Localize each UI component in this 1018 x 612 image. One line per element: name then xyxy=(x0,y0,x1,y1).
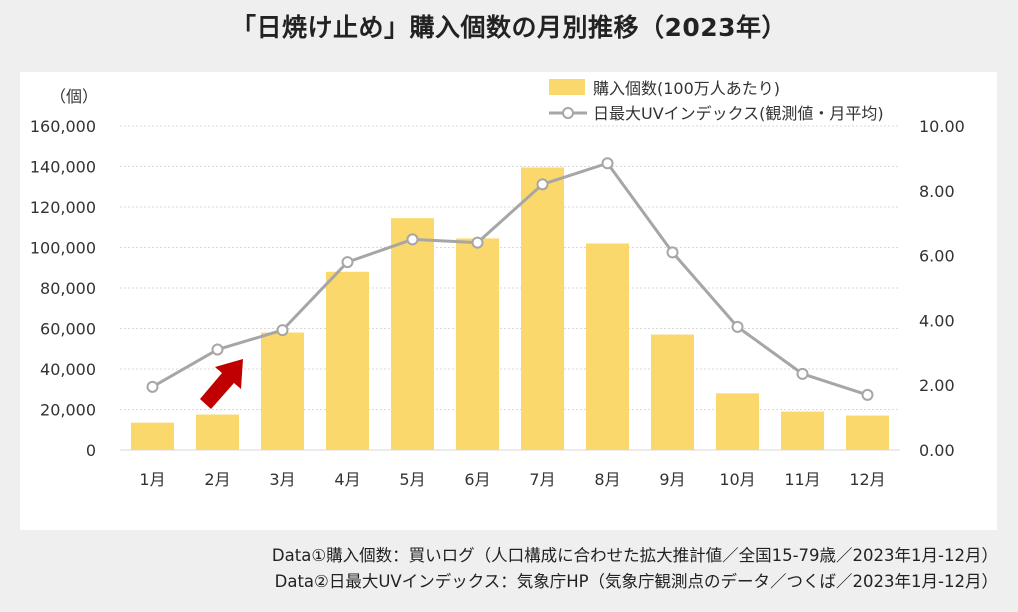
bar-series xyxy=(131,167,889,450)
legend-label-line: 日最大UVインデックス(観測値・月平均) xyxy=(593,104,884,123)
bar xyxy=(521,167,564,450)
y-left-tick-label: 100,000 xyxy=(30,239,96,258)
gridlines xyxy=(120,125,900,410)
x-tick-label: 12月 xyxy=(849,470,885,489)
x-tick-label: 2月 xyxy=(204,470,230,489)
y-left-tick-label: 140,000 xyxy=(30,158,96,177)
bar xyxy=(651,334,694,450)
chart-panel xyxy=(20,72,997,530)
line-point xyxy=(796,367,809,380)
y-right-tick-label: 6.00 xyxy=(919,247,955,266)
x-tick-label: 7月 xyxy=(529,470,555,489)
x-tick-label: 1月 xyxy=(139,470,165,489)
line-point xyxy=(731,320,744,333)
line-point xyxy=(861,388,874,401)
bar xyxy=(196,414,239,450)
y-right-tick-label: 10.00 xyxy=(919,117,965,136)
line-series xyxy=(146,157,874,401)
bar xyxy=(131,422,174,450)
x-tick-label: 6月 xyxy=(464,470,490,489)
x-tick-label: 8月 xyxy=(594,470,620,489)
line-point xyxy=(406,233,419,246)
line-point xyxy=(471,236,484,249)
bar xyxy=(846,415,889,450)
y-right-tick-label: 8.00 xyxy=(919,182,955,201)
line-point xyxy=(341,256,354,269)
legend-swatch-marker xyxy=(562,107,574,119)
y-left-tick-label: 20,000 xyxy=(40,401,96,420)
legend-swatch-bar xyxy=(549,79,585,95)
axes: 0 20,000 40,000 60,000 80,000 100,000 120,000 1… xyxy=(30,87,965,489)
bar xyxy=(586,243,629,450)
chart-title: 「日焼け止め」購入個数の月別推移（2023年） xyxy=(230,13,788,42)
source-note-2: Data②日最大UVインデックス：気象庁HP（気象庁観測点のデータ／つくば／20… xyxy=(274,572,998,591)
line-point xyxy=(276,324,289,337)
y-left-tick-label: 80,000 xyxy=(40,279,96,298)
x-tick-label: 10月 xyxy=(719,470,755,489)
bar xyxy=(716,393,759,450)
legend-label-bar: 購入個数(100万人あたり) xyxy=(593,79,780,98)
y-left-unit-label: （個） xyxy=(50,87,98,106)
bar xyxy=(456,238,499,450)
x-tick-label: 3月 xyxy=(269,470,295,489)
x-tick-label: 4月 xyxy=(334,470,360,489)
uv-line xyxy=(151,161,868,397)
y-right-tick-label: 0.00 xyxy=(919,441,955,460)
bar xyxy=(781,411,824,450)
y-left-tick-label: 120,000 xyxy=(30,198,96,217)
y-left-tick-label: 160,000 xyxy=(30,117,96,136)
annotation-arrow xyxy=(200,359,243,409)
bar xyxy=(391,218,434,450)
bar xyxy=(261,332,304,450)
bar xyxy=(326,271,369,450)
source-note-1: Data①購入個数：買いログ（人口構成に合わせた拡大推計値／全国15-79歳／2… xyxy=(271,546,998,565)
x-tick-label: 9月 xyxy=(659,470,685,489)
line-point xyxy=(211,343,224,356)
x-tick-label: 11月 xyxy=(784,470,820,489)
line-point xyxy=(666,246,679,259)
legend: 購入個数(100万人あたり) 日最大UVインデックス(観測値・月平均) xyxy=(549,79,884,123)
y-left-tick-label: 0 xyxy=(86,441,96,460)
y-right-tick-label: 4.00 xyxy=(919,311,955,330)
line-point xyxy=(146,380,159,393)
y-right-tick-label: 2.00 xyxy=(919,376,955,395)
y-left-tick-label: 60,000 xyxy=(40,320,96,339)
line-point xyxy=(536,178,549,191)
x-tick-label: 5月 xyxy=(399,470,425,489)
y-left-tick-label: 40,000 xyxy=(40,360,96,379)
line-point xyxy=(601,157,614,170)
annotations xyxy=(200,359,243,409)
